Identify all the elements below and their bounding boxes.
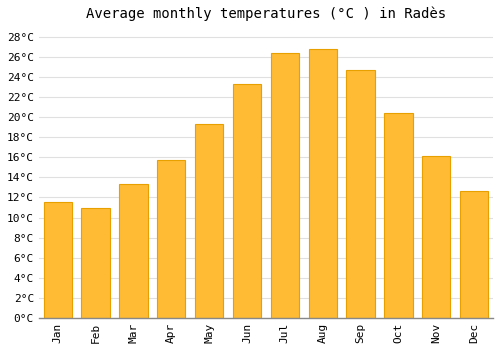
- Bar: [422, 156, 450, 318]
- Bar: [44, 203, 72, 318]
- Bar: [270, 53, 299, 318]
- Bar: [119, 184, 148, 318]
- Bar: [233, 84, 261, 318]
- Bar: [308, 49, 337, 318]
- Bar: [346, 70, 375, 318]
- Bar: [157, 160, 186, 318]
- Bar: [82, 208, 110, 318]
- Bar: [460, 191, 488, 318]
- Title: Average monthly temperatures (°C ) in Radès: Average monthly temperatures (°C ) in Ra…: [86, 7, 446, 21]
- Bar: [195, 124, 224, 318]
- Bar: [384, 113, 412, 318]
